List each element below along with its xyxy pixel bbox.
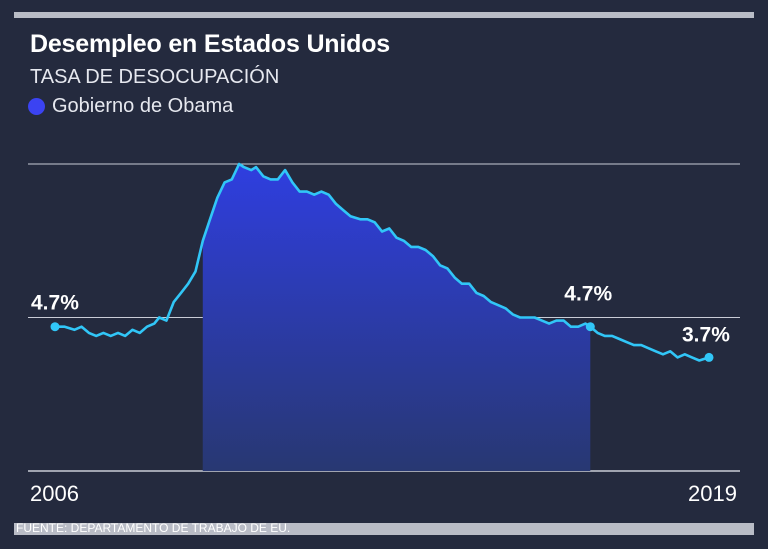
unemployment-line xyxy=(55,162,710,362)
legend: Gobierno de Obama xyxy=(28,95,233,118)
legend-label: Gobierno de Obama xyxy=(52,95,234,117)
x-axis-ticks: 2006 2019 xyxy=(30,481,737,506)
legend-dot-icon xyxy=(28,98,45,115)
source-note: FUENTE: DEPARTAMENTO DE TRABAJO DE EU. xyxy=(16,521,291,535)
series-line xyxy=(55,162,710,362)
chart-title: Desempleo en Estados Unidos xyxy=(30,30,390,58)
x-tick-label: 2019 xyxy=(688,481,737,506)
data-point-dot xyxy=(704,352,714,362)
chart-subtitle: TASA DE DESOCUPACIÓN xyxy=(30,66,280,88)
data-label: 4.7% xyxy=(31,292,79,315)
x-tick-label: 2006 xyxy=(30,481,79,506)
data-label: 4.7% xyxy=(564,283,612,306)
obama-shaded-area xyxy=(202,164,591,471)
top-rule xyxy=(14,12,754,18)
obama-area xyxy=(202,164,591,471)
data-label: 3.7% xyxy=(682,323,730,346)
data-labels: 4.7% 4.7% 3.7% xyxy=(31,283,730,362)
data-point-dot xyxy=(50,322,60,332)
data-point-dot xyxy=(585,322,595,332)
bottom-rule xyxy=(14,523,754,535)
